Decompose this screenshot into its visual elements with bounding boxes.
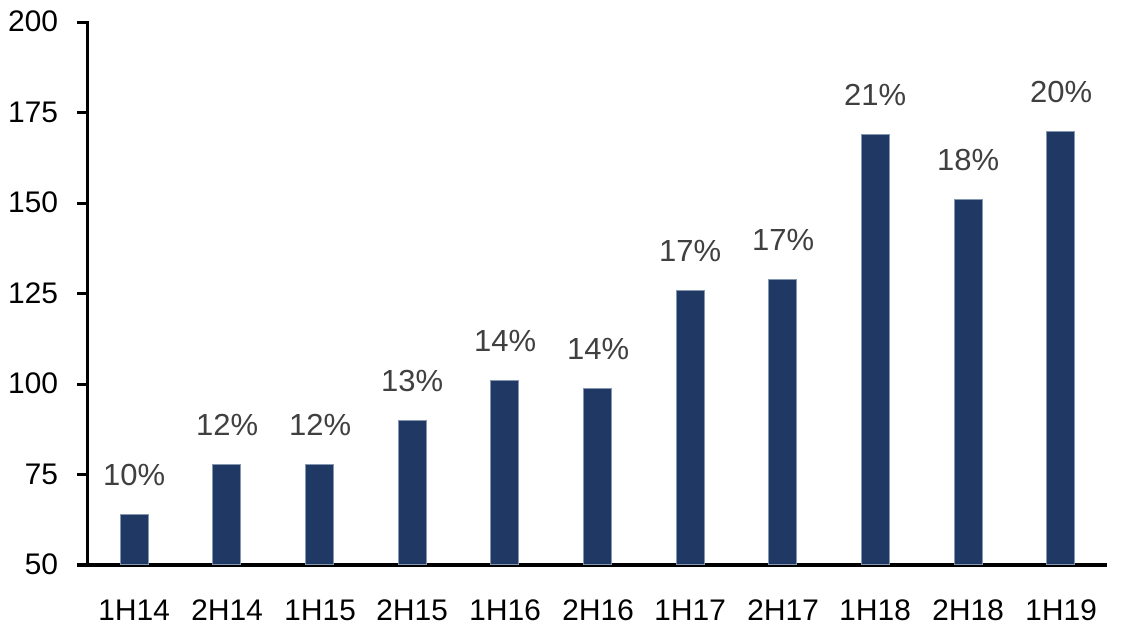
bar xyxy=(1046,131,1075,565)
x-axis-category-label: 2H16 xyxy=(562,594,634,627)
bar xyxy=(490,380,519,565)
y-axis-tick xyxy=(77,383,88,386)
bar-value-label: 17% xyxy=(751,222,815,257)
y-axis-tick-label: 175 xyxy=(7,96,58,129)
bar xyxy=(583,388,612,565)
bar-value-label: 13% xyxy=(380,363,444,398)
x-axis-category-label: 1H14 xyxy=(98,594,170,627)
y-axis-tick-label: 50 xyxy=(24,548,58,581)
x-axis-category-label: 1H16 xyxy=(469,594,541,627)
x-axis-category-label: 2H15 xyxy=(376,594,448,627)
x-axis-category-label: 1H18 xyxy=(839,594,911,627)
bar-value-label: 12% xyxy=(288,407,352,442)
y-axis-tick-label: 125 xyxy=(7,277,58,310)
x-axis-category-label: 1H19 xyxy=(1025,594,1097,627)
bar xyxy=(676,290,705,565)
x-axis-line xyxy=(77,563,1107,567)
y-axis-tick-label: 150 xyxy=(7,186,58,219)
bar xyxy=(305,464,334,565)
bar-value-label: 21% xyxy=(843,77,907,112)
y-axis-tick xyxy=(77,473,88,476)
bar-value-label: 14% xyxy=(473,323,537,358)
bar-value-label: 12% xyxy=(195,407,259,442)
bar xyxy=(861,134,890,565)
y-axis-tick xyxy=(77,202,88,205)
y-axis-tick-label: 100 xyxy=(7,367,58,400)
bar xyxy=(120,514,149,565)
bar-value-label: 10% xyxy=(102,457,166,492)
bar xyxy=(954,199,983,565)
bar-value-label: 20% xyxy=(1029,74,1093,109)
y-axis-tick xyxy=(77,21,88,24)
y-axis-tick-label: 200 xyxy=(7,5,58,38)
x-axis-category-label: 2H17 xyxy=(747,594,819,627)
bar-value-label: 17% xyxy=(658,233,722,268)
bar xyxy=(768,279,797,565)
bar-value-label: 18% xyxy=(936,142,1000,177)
x-axis-category-label: 2H14 xyxy=(191,594,263,627)
y-axis-tick-label: 75 xyxy=(24,458,58,491)
bar xyxy=(398,420,427,565)
x-axis-category-label: 1H17 xyxy=(654,594,726,627)
x-axis-category-label: 2H18 xyxy=(932,594,1004,627)
bar-value-label: 14% xyxy=(566,331,630,366)
y-axis-tick xyxy=(77,111,88,114)
x-axis-category-label: 1H15 xyxy=(284,594,356,627)
y-axis-tick xyxy=(77,292,88,295)
bar xyxy=(212,464,241,565)
